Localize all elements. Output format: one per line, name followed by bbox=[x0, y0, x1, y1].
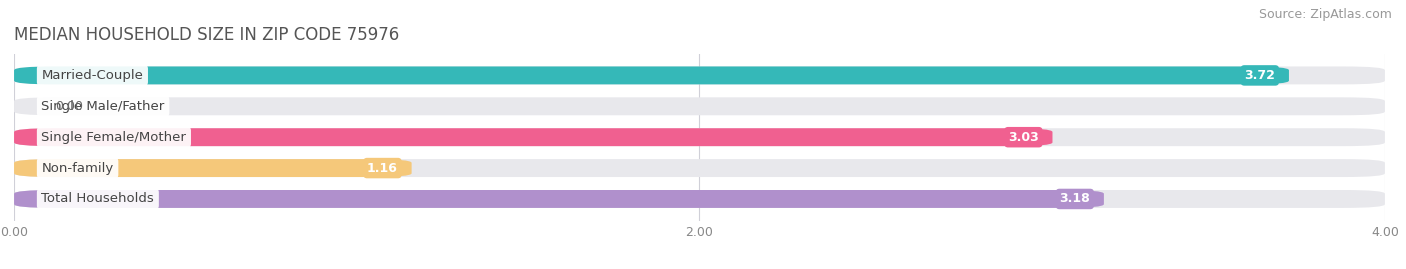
Text: MEDIAN HOUSEHOLD SIZE IN ZIP CODE 75976: MEDIAN HOUSEHOLD SIZE IN ZIP CODE 75976 bbox=[14, 26, 399, 44]
Text: Single Male/Father: Single Male/Father bbox=[42, 100, 165, 113]
Text: 3.72: 3.72 bbox=[1244, 69, 1275, 82]
Text: 3.18: 3.18 bbox=[1060, 192, 1090, 206]
FancyBboxPatch shape bbox=[14, 97, 1385, 115]
Text: 1.16: 1.16 bbox=[367, 162, 398, 175]
FancyBboxPatch shape bbox=[14, 66, 1289, 84]
Text: Source: ZipAtlas.com: Source: ZipAtlas.com bbox=[1258, 8, 1392, 21]
Text: Total Households: Total Households bbox=[42, 192, 155, 206]
Text: Non-family: Non-family bbox=[42, 162, 114, 175]
FancyBboxPatch shape bbox=[14, 128, 1053, 146]
Text: Single Female/Mother: Single Female/Mother bbox=[42, 131, 187, 144]
Text: 3.03: 3.03 bbox=[1008, 131, 1039, 144]
FancyBboxPatch shape bbox=[14, 190, 1385, 208]
Text: Married-Couple: Married-Couple bbox=[42, 69, 143, 82]
FancyBboxPatch shape bbox=[14, 190, 1104, 208]
Text: 0.00: 0.00 bbox=[55, 100, 83, 113]
FancyBboxPatch shape bbox=[14, 128, 1385, 146]
FancyBboxPatch shape bbox=[14, 66, 1385, 84]
FancyBboxPatch shape bbox=[14, 159, 1385, 177]
FancyBboxPatch shape bbox=[14, 159, 412, 177]
